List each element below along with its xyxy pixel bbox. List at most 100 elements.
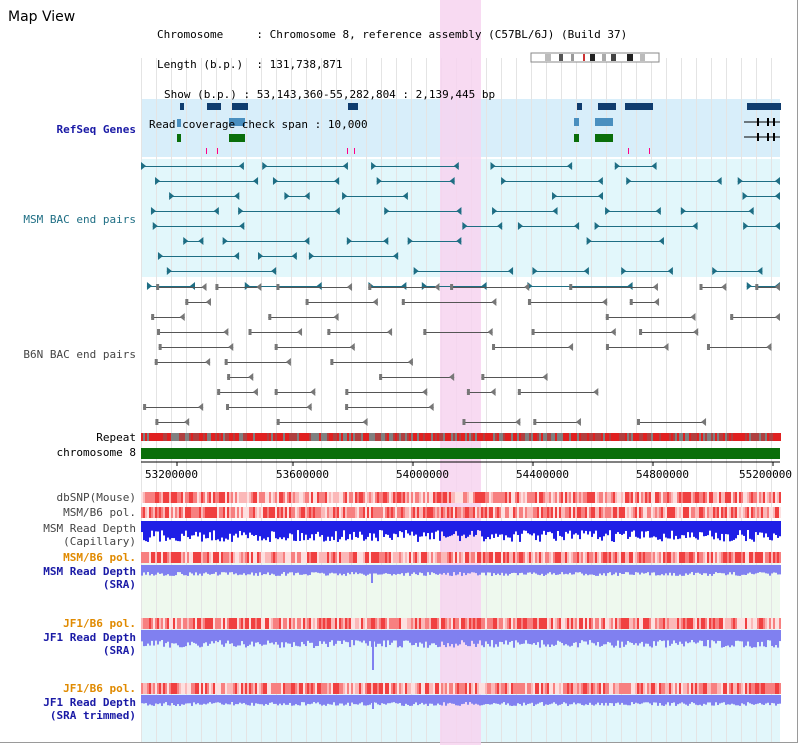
repeat-mark [543,433,545,441]
read-depth-bar [239,565,241,575]
read-depth-bar [485,565,487,576]
track-label-jf1-depth-sra[interactable]: JF1 Read Depth [43,631,136,644]
read-depth-bar [153,630,155,646]
track-label-msm-b6-pol-2[interactable]: MSM/B6 pol. [63,551,136,564]
polymorphism-mark [249,552,251,563]
polymorphism-mark [609,552,611,563]
track-label-msm-depth-cap[interactable]: MSM Read Depth [43,522,136,535]
read-depth-bar [315,630,317,647]
read-depth-bar [165,695,167,703]
polymorphism-mark [391,492,393,503]
bac-end-arrow [308,252,314,260]
polymorphism-mark [393,507,395,518]
repeat-mark [367,433,369,441]
repeat-mark [717,433,719,441]
track-label-chromosome[interactable]: chromosome 8 [56,446,136,459]
track-label-jf1-depth-trim[interactable]: JF1 Read Depth [43,696,136,709]
polymorphism-mark [279,683,281,694]
bac-end-arrow [334,207,340,215]
repeat-mark [449,433,451,441]
read-depth-bar [747,695,749,703]
polymorphism-mark [355,492,357,503]
read-depth-bar [201,630,203,647]
read-depth-bar [723,565,725,574]
polymorphism-mark [307,507,309,518]
read-depth-bar [391,695,393,703]
polymorphism-mark [411,507,413,518]
polymorphism-mark [511,507,513,518]
polymorphism-mark [735,552,737,563]
read-depth-bar [229,630,231,644]
repeat-mark [319,433,321,441]
polymorphism-mark [403,618,405,629]
read-depth-bar [475,695,477,704]
read-depth-bar [341,695,343,704]
track-label-repeat[interactable]: Repeat [96,431,136,444]
read-depth-bar [365,630,367,644]
polymorphism-mark [715,552,717,563]
repeat-mark [491,433,493,441]
polymorphism-mark [303,618,305,629]
read-depth-bar [677,695,679,705]
gene-exon [757,133,759,141]
polymorphism-mark [159,618,161,629]
polymorphism-mark [557,618,559,629]
bac-end-arrow [393,252,399,260]
track-label-b6n-bac[interactable]: B6N BAC end pairs [23,348,136,361]
polymorphism-mark [411,552,413,563]
polymorphism-mark [591,492,593,503]
track-label-msm-b6-pol[interactable]: MSM/B6 pol. [63,506,136,519]
polymorphism-mark [261,618,263,629]
read-depth-bar [645,630,647,644]
polymorphism-mark [779,683,781,694]
bac-end-arrow [594,222,600,230]
polymorphism-mark [337,492,339,503]
polymorphism-mark [757,552,759,563]
repeat-mark [335,433,337,441]
read-depth-bar [435,521,437,532]
track-label-jf1-b6-pol-2[interactable]: JF1/B6 pol. [63,682,136,695]
bac-end-arrow [428,403,434,411]
track-label-dbsnp[interactable]: dbSNP(Mouse) [56,491,136,504]
track-label-refseq[interactable]: RefSeq Genes [56,123,136,136]
polymorphism-mark [489,618,491,629]
polymorphism-mark [773,552,775,563]
read-depth-bar [717,565,719,574]
polymorphism-mark [649,552,651,563]
polymorphism-mark [485,683,487,694]
polymorphism-mark [359,683,361,694]
polymorphism-mark [365,552,367,563]
polymorphism-mark [491,507,493,518]
read-depth-bar [715,521,717,533]
polymorphism-mark [683,507,685,518]
polymorphism-mark [349,507,351,518]
polymorphism-mark [179,507,181,518]
repeat-mark [757,433,759,441]
bac-end-arrow [552,207,558,215]
read-depth-bar [161,630,163,641]
read-depth-bar [379,565,381,575]
read-depth-bar [203,565,205,574]
polymorphism-mark [639,507,641,518]
track-label-jf1-b6-pol[interactable]: JF1/B6 pol. [63,617,136,630]
read-depth-bar [647,695,649,703]
polymorphism-mark [157,683,159,694]
polymorphism-mark [311,492,313,503]
track-label-msm-bac[interactable]: MSM BAC end pairs [23,213,136,226]
read-depth-bar [463,521,465,535]
polymorphism-mark [643,507,645,518]
repeat-mark [239,433,241,441]
track-label-msm-depth-sra[interactable]: MSM Read Depth [43,565,136,578]
polymorphism-mark [677,492,679,503]
polymorphism-mark [531,683,533,694]
read-depth-bar [153,521,155,537]
polymorphism-mark [603,507,605,518]
polymorphism-mark [711,618,713,629]
polymorphism-mark [217,492,219,503]
polymorphism-mark [747,492,749,503]
bac-end-mark [450,284,454,290]
polymorphism-mark [725,492,727,503]
read-depth-bar [269,521,271,542]
read-depth-bar [395,695,397,704]
